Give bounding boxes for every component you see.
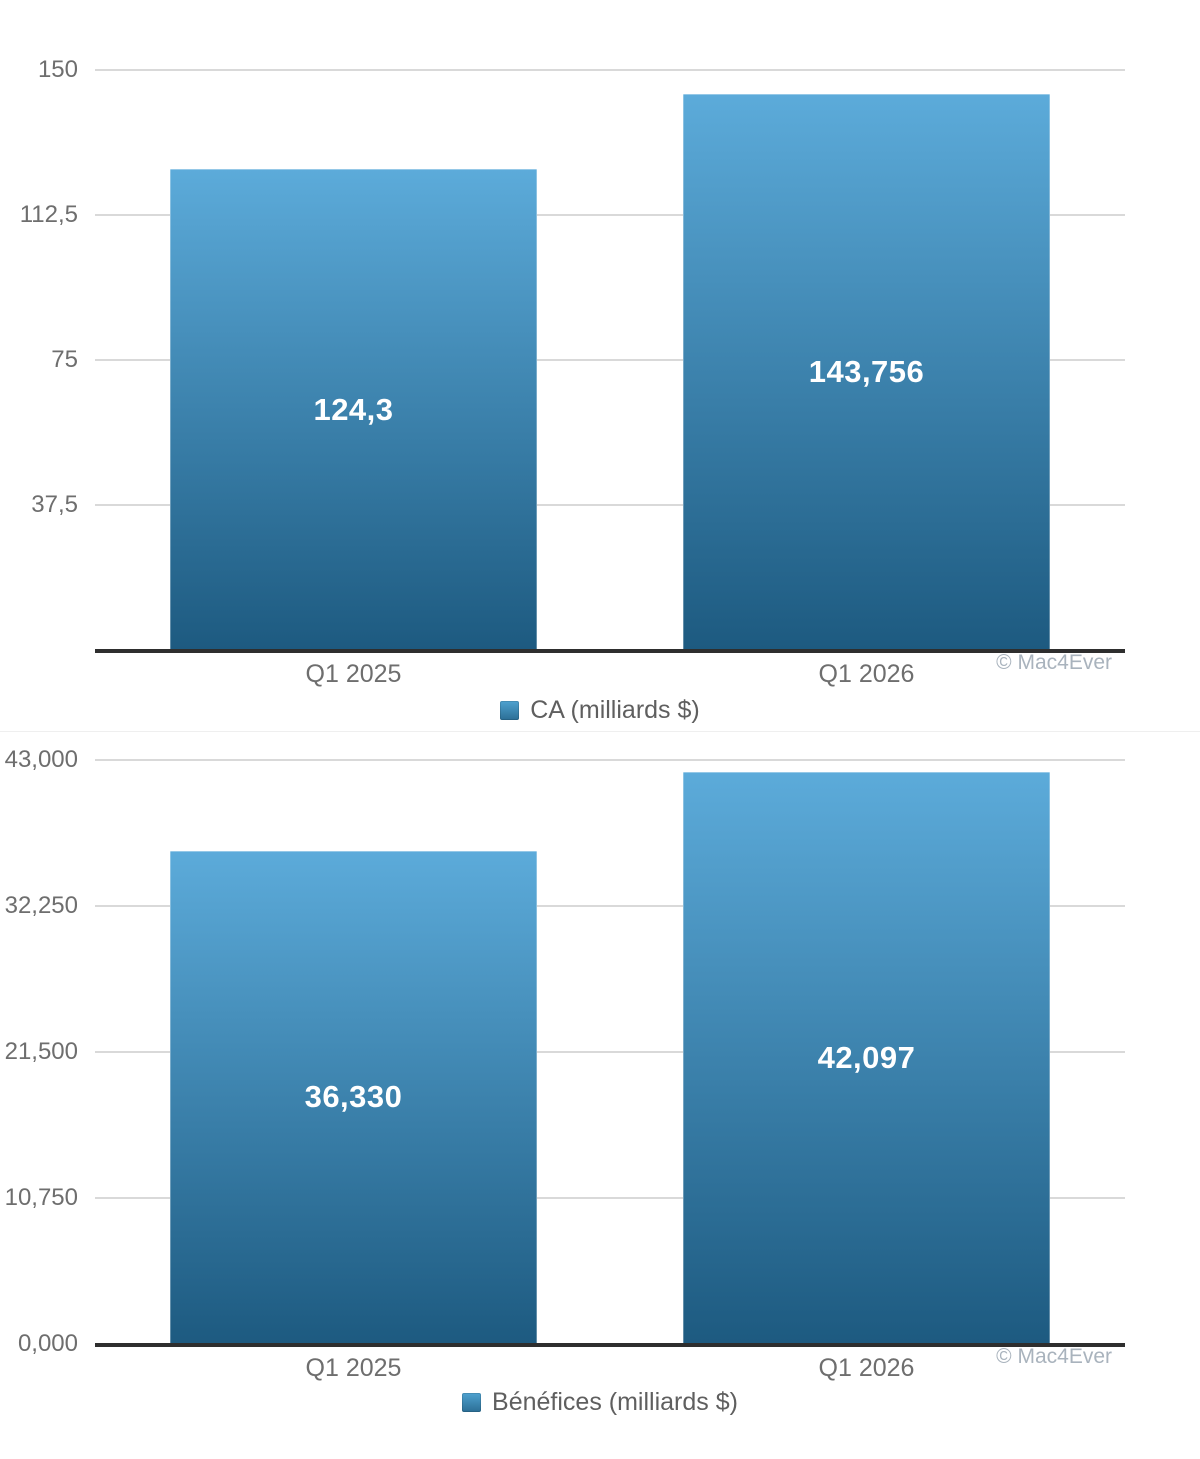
bar-q1-2025 [170,850,537,1344]
y-axis-tick-label: 21,500 [4,1038,78,1065]
y-axis-tick-label: 112,5 [19,201,78,228]
bar-q1-2026 [683,772,1050,1344]
legend-ca: CA (milliards $) [0,697,1200,723]
watermark: © Mac4Ever [996,1345,1112,1368]
y-axis-tick-label: 32,250 [4,892,78,919]
gridline [95,214,1125,216]
gridline [95,504,1125,506]
gridline [95,359,1125,361]
bar-value-label: 124,3 [313,391,394,427]
legend-benefices: Bénéfices (milliards $) [0,1389,1200,1415]
gridline [95,759,1125,761]
gridline [95,905,1125,907]
y-axis-tick-label: 43,000 [4,746,78,773]
legend-label: CA (milliards $) [530,696,700,724]
legend-label: Bénéfices (milliards $) [492,1388,738,1416]
bar-q1-2025 [170,169,537,650]
legend-swatch-icon [500,700,520,720]
y-axis-tick-label: 10,750 [4,1184,78,1211]
gridline [95,1051,1125,1053]
legend-swatch-icon [462,1392,482,1412]
bar-value-label: 36,330 [304,1079,403,1115]
y-axis-tick-label: 75 [51,346,78,373]
watermark: © Mac4Ever [996,651,1112,674]
y-axis-tick-label: 37,5 [31,491,78,518]
gridline [95,69,1125,71]
bar-value-label: 42,097 [817,1040,916,1076]
bar-q1-2026 [683,94,1050,650]
y-axis-tick-label: 150 [37,56,78,83]
chart-divider [0,731,1200,732]
bar-value-label: 143,756 [808,354,925,390]
gridline [95,1197,1125,1199]
